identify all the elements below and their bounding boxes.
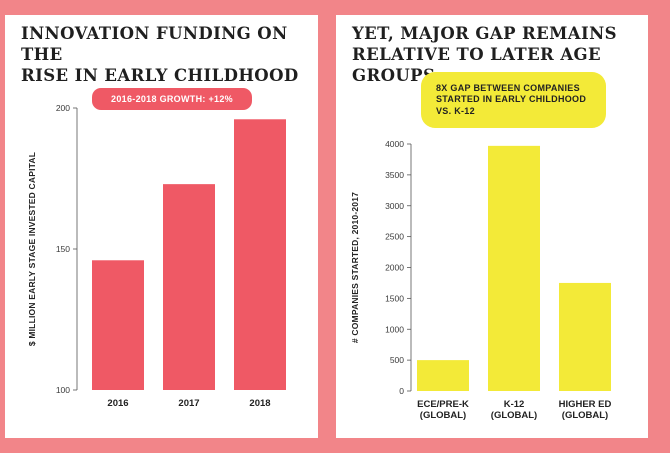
right-category-label: (GLOBAL) — [562, 410, 608, 421]
gap-callout: 8X GAP BETWEEN COMPANIES STARTED IN EARL… — [421, 72, 606, 128]
gap-callout-line-2: STARTED IN EARLY CHILDHOOD — [436, 94, 587, 105]
right-bar — [488, 145, 540, 391]
right-category-label: HIGHER ED — [559, 399, 612, 410]
right-y-tick-label: 500 — [390, 355, 404, 365]
right-bar-chart: 0 500 1000 1500 2000 2500 3000 3500 4000 # COMPAN… — [350, 139, 612, 421]
right-title-line-1: YET, MAJOR GAP REMAINS — [352, 24, 617, 43]
right-bar — [417, 360, 469, 391]
left-bar-chart: 100 150 200 $ MILLION EARLY STAGE INVESTED … — [27, 103, 286, 409]
right-y-tick-label: 0 — [399, 386, 404, 396]
left-bar — [92, 260, 144, 390]
left-category-label: 2017 — [178, 398, 199, 409]
right-y-tick-label: 1500 — [385, 293, 404, 303]
right-category-label: (GLOBAL) — [420, 410, 466, 421]
left-y-tick-label: 200 — [56, 103, 70, 113]
left-category-label: 2018 — [249, 398, 270, 409]
right-y-tick-label: 1000 — [385, 324, 404, 334]
left-y-tick-label: 150 — [56, 244, 70, 254]
right-category-label: (GLOBAL) — [491, 410, 537, 421]
right-y-tick-label: 2000 — [385, 263, 404, 273]
right-category-label: ECE/PRE-K — [417, 399, 469, 410]
gap-callout-text: 8X GAP BETWEEN COMPANIES STARTED IN EARL… — [421, 83, 586, 118]
right-y-axis-title: # COMPANIES STARTED, 2010-2017 — [350, 192, 360, 343]
left-title-line-2: RISE IN EARLY CHILDHOOD — [21, 66, 299, 85]
gap-callout-line-3: VS. K-12 — [436, 105, 475, 116]
right-y-tick-label: 3500 — [385, 170, 404, 180]
left-category-label: 2016 — [107, 398, 128, 409]
left-bar — [234, 119, 286, 390]
left-y-tick-label: 100 — [56, 385, 70, 395]
right-chart-title: YET, MAJOR GAP REMAINS RELATIVE TO LATER… — [352, 23, 642, 86]
right-title-line-2: RELATIVE TO LATER AGE GROUPS — [352, 45, 601, 85]
right-category-label: K-12 — [504, 399, 525, 410]
right-y-tick-label: 2500 — [385, 232, 404, 242]
growth-callout: 2016-2018 GROWTH: +12% — [92, 88, 252, 110]
gap-callout-line-1: 8X GAP BETWEEN COMPANIES — [436, 82, 580, 93]
right-y-tick-label: 3000 — [385, 201, 404, 211]
growth-callout-text: 2016-2018 GROWTH: +12% — [111, 94, 233, 104]
left-chart-panel: INNOVATION FUNDING ON THE RISE IN EARLY … — [5, 15, 318, 438]
left-y-axis-title: $ MILLION EARLY STAGE INVESTED CAPITAL — [27, 152, 37, 346]
left-bar — [163, 184, 215, 390]
right-y-tick-label: 4000 — [385, 139, 404, 149]
left-chart-title: INNOVATION FUNDING ON THE RISE IN EARLY … — [21, 23, 311, 86]
right-bar — [559, 282, 611, 391]
right-chart-panel: YET, MAJOR GAP REMAINS RELATIVE TO LATER… — [336, 15, 648, 438]
left-title-line-1: INNOVATION FUNDING ON THE — [21, 24, 288, 64]
